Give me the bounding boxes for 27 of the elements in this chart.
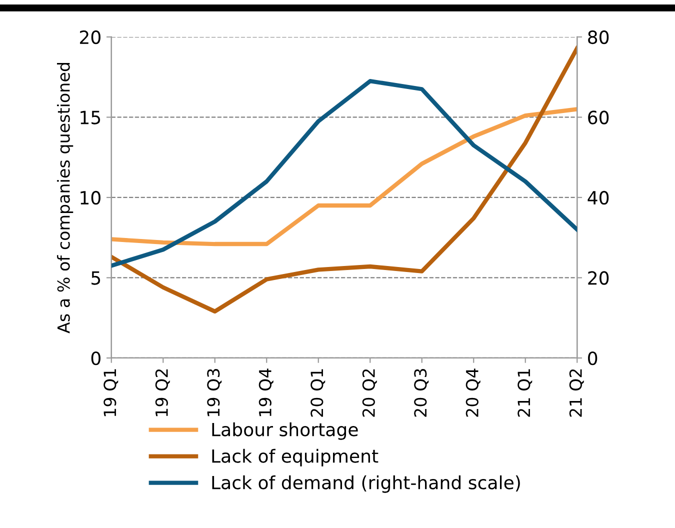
x-tick-label: 20 Q2 (362, 369, 377, 417)
line-series (111, 107, 578, 246)
y2-tick-label: 20 (588, 271, 609, 285)
legend-label: Lack of equipment (212, 448, 378, 466)
x-tick-label: 19 Q2 (155, 369, 170, 416)
x-tick-label: 19 Q1 (104, 369, 118, 416)
x-tick-label: 20 Q3 (414, 369, 429, 417)
x-tick-label: 21 Q1 (518, 369, 532, 417)
y2-tick-label: 0 (588, 351, 598, 366)
x-tick-label: 19 Q4 (258, 368, 274, 416)
y-axis-title: As a % of companies questioned (56, 62, 74, 334)
line-series (111, 79, 578, 268)
line-series (111, 46, 578, 314)
x-tick-label: 20 Q1 (310, 369, 326, 417)
legend-label: Labour shortage (212, 422, 358, 440)
legend-label: Lack of demand (right-hand scale) (212, 475, 520, 493)
y2-tick-label: 80 (588, 30, 609, 44)
x-tick-label: 19 Q3 (207, 369, 222, 416)
x-tick-label: 21 Q2 (569, 369, 584, 417)
y-tick-label: 20 (80, 30, 100, 44)
x-tick-label: 20 Q4 (466, 368, 480, 417)
y-tick-label: 15 (80, 110, 100, 124)
y-tick-label: 0 (91, 351, 100, 366)
y2-tick-label: 40 (588, 190, 609, 205)
y-tick-label: 5 (92, 271, 100, 285)
y-tick-label: 10 (80, 190, 100, 205)
y2-tick-label: 60 (588, 110, 609, 124)
